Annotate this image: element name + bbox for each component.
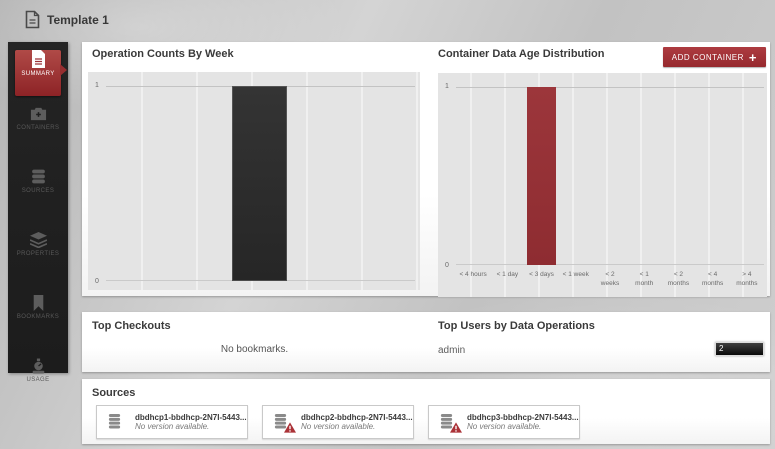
sidebar-item-bookmarks[interactable]: BOOKMARKS bbox=[8, 295, 68, 348]
source-card-text: dbdhcp3-bbdhcp-2N7I-5443... No version a… bbox=[467, 413, 579, 431]
x-axis-tick: < 3 days bbox=[529, 271, 554, 278]
x-axis-labels: < 4 hours < 1 day < 3 days < 1 week < 2 … bbox=[456, 267, 764, 295]
source-card-dbdhcp2[interactable]: dbdhcp2-bbdhcp-2N7I-5443... No version a… bbox=[262, 405, 414, 439]
bookmark-icon bbox=[33, 295, 43, 311]
source-cards-row: dbdhcp1-bbdhcp-2N7I-5443... No version a… bbox=[96, 405, 580, 439]
x-axis-tick: < 4 months bbox=[701, 271, 724, 287]
chart-column bbox=[524, 87, 558, 265]
source-card-text: dbdhcp2-bbdhcp-2N7I-5443... No version a… bbox=[301, 413, 413, 431]
plus-icon: + bbox=[748, 49, 757, 65]
gridline-one bbox=[456, 87, 764, 88]
x-axis-tick: > 4 months bbox=[736, 271, 758, 287]
database-icon-wrap bbox=[439, 413, 462, 433]
sidebar-item-label: USAGE bbox=[26, 377, 50, 383]
top-users-title: Top Users by Data Operations bbox=[438, 320, 595, 332]
source-name: dbdhcp3-bbdhcp-2N7I-5443... bbox=[467, 413, 579, 422]
database-icon bbox=[440, 413, 453, 429]
left-chart-plot-area bbox=[106, 86, 415, 281]
source-status: No version available. bbox=[467, 422, 542, 431]
container-icon bbox=[30, 107, 46, 121]
database-icon bbox=[108, 413, 121, 429]
source-card-text: dbdhcp1-bbdhcp-2N7I-5443... No version a… bbox=[135, 413, 247, 431]
sidebar-item-containers[interactable]: CONTAINERS bbox=[8, 106, 68, 159]
chart-column bbox=[661, 87, 695, 265]
chart-column bbox=[730, 87, 764, 265]
sidebar-item-label: SUMMARY bbox=[21, 71, 55, 77]
right-chart-title: Container Data Age Distribution bbox=[438, 48, 605, 60]
chart-column bbox=[490, 87, 524, 265]
warning-icon bbox=[284, 422, 296, 433]
source-card-dbdhcp3[interactable]: dbdhcp3-bbdhcp-2N7I-5443... No version a… bbox=[428, 405, 580, 439]
gridline-zero bbox=[456, 264, 764, 265]
database-icon bbox=[31, 169, 45, 184]
sidebar-item-sources[interactable]: SOURCES bbox=[8, 169, 68, 222]
layers-icon bbox=[29, 232, 47, 248]
top-user-value-bar: 2 bbox=[715, 342, 764, 356]
no-bookmarks-message: No bookmarks. bbox=[220, 344, 289, 355]
page-title: Template 1 bbox=[47, 13, 109, 27]
sources-panel: Sources dbdhcp1 bbox=[82, 379, 770, 444]
database-icon bbox=[274, 413, 287, 429]
source-name: dbdhcp1-bbdhcp-2N7I-5443... bbox=[135, 413, 247, 422]
charts-panel: Operation Counts By Week 1 0 Container D… bbox=[82, 42, 770, 297]
age-bar-lt-3-days bbox=[527, 87, 557, 265]
sidebar-item-label: SOURCES bbox=[21, 188, 55, 194]
sidebar-item-label: PROPERTIES bbox=[16, 251, 60, 257]
chart-column bbox=[456, 87, 490, 265]
database-icon-wrap bbox=[273, 413, 296, 433]
top-user-name: admin bbox=[438, 345, 466, 356]
add-container-button[interactable]: ADD CONTAINER + bbox=[662, 47, 766, 67]
x-axis-tick: < 1 month bbox=[635, 271, 654, 287]
data-age-chart: 1 0 < 4 hours < 1 day < 3 days < 1 week bbox=[438, 73, 767, 297]
sidebar-item-summary[interactable]: SUMMARY bbox=[15, 50, 67, 96]
x-axis-tick: < 2 weeks bbox=[600, 271, 620, 287]
chart-column bbox=[559, 87, 593, 265]
top-checkouts-title: Top Checkouts bbox=[92, 320, 171, 332]
sidebar-item-label: CONTAINERS bbox=[16, 125, 60, 131]
chart-column bbox=[696, 87, 730, 265]
y-axis-tick-max: 1 bbox=[445, 83, 449, 90]
source-name: dbdhcp2-bbdhcp-2N7I-5443... bbox=[301, 413, 413, 422]
operation-count-bar bbox=[232, 86, 287, 281]
chart-column bbox=[627, 87, 661, 265]
document-icon bbox=[31, 50, 45, 68]
x-axis-tick: < 1 day bbox=[496, 271, 519, 278]
warning-icon bbox=[450, 422, 462, 433]
y-axis-tick-min: 0 bbox=[95, 278, 99, 285]
sidebar-item-label: BOOKMARKS bbox=[16, 314, 60, 320]
source-status: No version available. bbox=[135, 422, 210, 431]
y-axis-tick-min: 0 bbox=[445, 262, 449, 269]
template-document-icon bbox=[25, 10, 40, 29]
x-axis-tick: < 2 months bbox=[667, 271, 690, 287]
gauge-icon bbox=[32, 358, 44, 374]
left-chart-title: Operation Counts By Week bbox=[92, 48, 234, 60]
sidebar-item-usage[interactable]: USAGE bbox=[8, 358, 68, 411]
add-container-label: ADD CONTAINER bbox=[671, 52, 744, 62]
sidebar-item-properties[interactable]: PROPERTIES bbox=[8, 232, 68, 285]
y-axis-tick-max: 1 bbox=[95, 82, 99, 89]
x-axis-tick: < 1 week bbox=[562, 271, 589, 278]
x-axis-tick: < 4 hours bbox=[459, 271, 487, 278]
sidebar: SUMMARY CONTAINERS SOURCES PROPERTIES bbox=[8, 42, 68, 383]
database-icon-wrap bbox=[107, 413, 129, 431]
activity-panel: Top Checkouts No bookmarks. Top Users by… bbox=[82, 312, 770, 372]
page-header: Template 1 bbox=[0, 0, 775, 40]
sources-title: Sources bbox=[92, 387, 136, 399]
operation-counts-chart: 1 0 bbox=[88, 72, 420, 290]
source-status: No version available. bbox=[301, 422, 376, 431]
chart-column bbox=[593, 87, 627, 265]
source-card-dbdhcp1[interactable]: dbdhcp1-bbdhcp-2N7I-5443... No version a… bbox=[96, 405, 248, 439]
right-chart-plot-area bbox=[456, 87, 764, 265]
